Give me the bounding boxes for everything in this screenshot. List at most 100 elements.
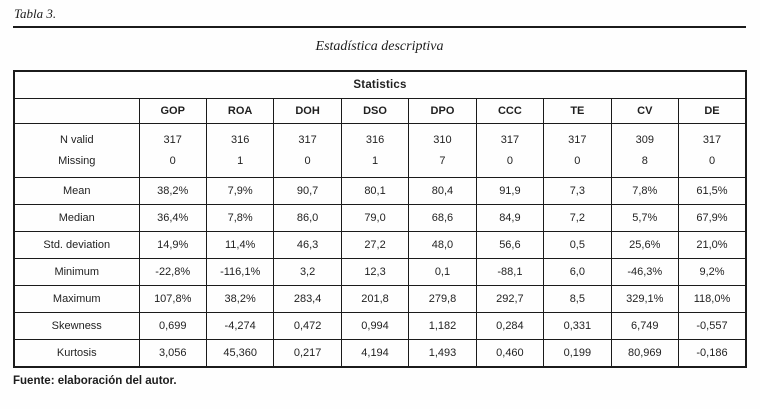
table-cell: -22,8% [138,258,207,286]
column-header-dpo: DPO [408,98,477,124]
table-cell: 4,194 [340,339,410,368]
table-cell: 201,8 [340,285,410,313]
column-header-cv: CV [610,98,680,124]
column-header-ccc: CCC [475,98,545,124]
table-cell: 38,2% [138,177,207,205]
table-header: Statistics [13,70,747,99]
table-cell: 317 0 [273,123,342,178]
n-valid-value: 317 [163,133,182,146]
missing-value: 0 [304,155,311,168]
table-cell: 3,056 [138,339,207,368]
table-cell: 9,2% [678,258,747,286]
column-header-row: GOP ROA DOH DSO DPO CCC TE CV DE [13,98,747,124]
table-cell: 3,2 [273,258,342,286]
table-cell: 118,0% [678,285,747,313]
table-cell: 68,6 [408,204,477,232]
table-row-kurtosis: Kurtosis 3,056 45,360 0,217 4,194 1,493 … [13,339,747,368]
table-row-median: Median 36,4% 7,8% 86,0 79,0 68,6 84,9 7,… [13,204,747,232]
table-cell: 0,217 [273,339,342,368]
column-header-de: DE [678,98,747,124]
table-row-mean: Mean 38,2% 7,9% 90,7 80,1 80,4 91,9 7,3 … [13,177,747,205]
table-title: Estadística descriptiva [315,39,444,54]
table-cell: 317 0 [543,123,612,178]
horizontal-rule [13,26,746,28]
table-cell: 0,699 [138,312,207,340]
table-number-label: Tabla 3. [14,6,57,21]
table-cell: 0,199 [543,339,612,368]
table-cell: 21,0% [678,231,747,259]
column-header-doh: DOH [273,98,342,124]
table-cell: 12,3 [340,258,410,286]
table-cell: 80,969 [610,339,680,368]
table-cell: 0,5 [543,231,612,259]
table-cell: 38,2% [205,285,275,313]
table-cell: 0,472 [273,312,342,340]
table-cell: -4,274 [205,312,275,340]
table-cell: 8,5 [543,285,612,313]
table-cell: 7,9% [205,177,275,205]
table-cell: 6,749 [610,312,680,340]
table-cell: 317 0 [678,123,747,178]
n-valid-value: 317 [568,133,587,146]
table-cell: 86,0 [273,204,342,232]
n-valid-value: 310 [433,133,452,146]
missing-value: 1 [237,155,244,168]
table-cell: 283,4 [273,285,342,313]
column-header-dso: DSO [340,98,410,124]
table-cell: 316 1 [205,123,275,178]
row-label: Kurtosis [13,339,140,368]
table-cell: 84,9 [475,204,545,232]
missing-value: 7 [439,155,446,168]
table-cell: 0,460 [475,339,545,368]
table-cell: -0,557 [678,312,747,340]
table-cell: 310 7 [408,123,477,178]
table-cell: 5,7% [610,204,680,232]
table-cell: 1,493 [408,339,477,368]
table-row-std-deviation: Std. deviation 14,9% 11,4% 46,3 27,2 48,… [13,231,747,259]
table-cell: 14,9% [138,231,207,259]
n-valid-value: 309 [635,133,654,146]
table-cell: 0,284 [475,312,545,340]
column-header-gop: GOP [138,98,207,124]
statistics-table: Statistics GOP ROA DOH DSO DPO CCC TE CV… [13,70,747,368]
table-cell: 7,8% [205,204,275,232]
table-cell: 309 8 [610,123,680,178]
table-cell: 67,9% [678,204,747,232]
table-cell: -0,186 [678,339,747,368]
table-row-minimum: Minimum -22,8% -116,1% 3,2 12,3 0,1 -88,… [13,258,747,286]
table-cell: -88,1 [475,258,545,286]
missing-value: 8 [641,155,648,168]
table-cell: 36,4% [138,204,207,232]
row-label: Median [13,204,140,232]
source-note: Fuente: elaboración del autor. [13,375,177,387]
corner-cell [13,98,140,124]
row-label: N valid Missing [13,123,140,178]
n-valid-value: 317 [500,133,520,146]
table-cell: 56,6 [475,231,545,259]
table-cell: 279,8 [408,285,477,313]
row-label-missing: Missing [58,155,96,168]
table-cell: 6,0 [543,258,612,286]
table-cell: 80,1 [340,177,410,205]
table-cell: 0,1 [408,258,477,286]
table-cell: 27,2 [340,231,410,259]
table-cell: 329,1% [610,285,680,313]
table-cell: 317 0 [138,123,207,178]
row-label: Std. deviation [13,231,140,259]
table-cell: 7,8% [610,177,680,205]
table-cell: 25,6% [610,231,680,259]
missing-value: 0 [506,155,513,168]
n-valid-value: 317 [702,133,722,146]
table-cell: 0,994 [340,312,410,340]
missing-value: 0 [574,155,581,168]
table-row-maximum: Maximum 107,8% 38,2% 283,4 201,8 279,8 2… [13,285,747,313]
missing-value: 1 [371,155,379,168]
table-cell: 48,0 [408,231,477,259]
table-cell: 317 0 [475,123,545,178]
table-row-skewness: Skewness 0,699 -4,274 0,472 0,994 1,182 … [13,312,747,340]
table-cell: 91,9 [475,177,545,205]
table-cell: -46,3% [610,258,680,286]
row-label-n-valid: N valid [59,133,94,146]
table-cell: 90,7 [273,177,342,205]
table-cell: 0,331 [543,312,612,340]
